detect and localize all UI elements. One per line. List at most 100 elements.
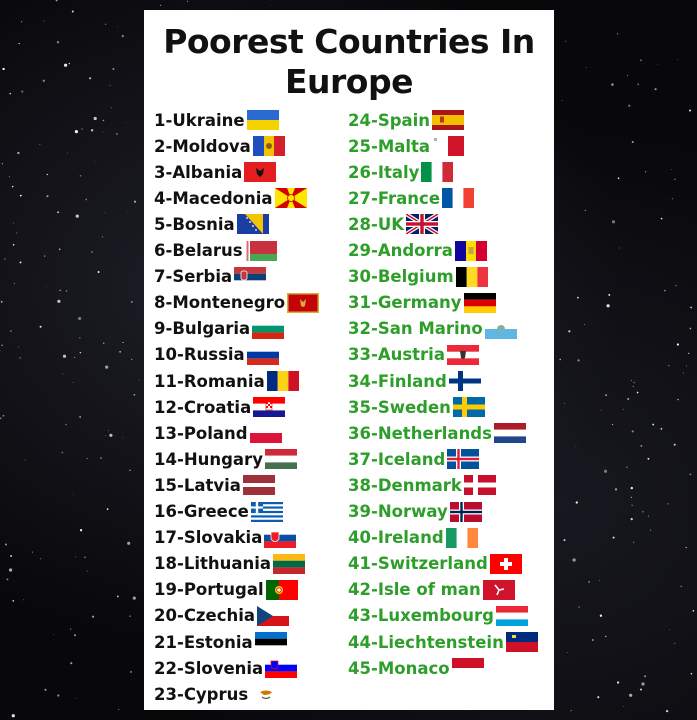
serbia-flag bbox=[234, 266, 267, 287]
list-item: 11- Romania bbox=[154, 368, 299, 394]
liechtenstein-flag bbox=[505, 632, 538, 652]
list-item: 24- Spain bbox=[348, 107, 465, 133]
country-name: Estonia bbox=[183, 632, 253, 652]
country-name: UK bbox=[377, 214, 404, 234]
list-item: 36- Netherlands bbox=[348, 420, 526, 446]
rank-number: 43- bbox=[348, 606, 378, 626]
france-flag bbox=[442, 188, 475, 209]
russia-flag bbox=[246, 344, 279, 365]
iceland-flag bbox=[447, 449, 480, 470]
list-item: 34- Finland bbox=[348, 368, 481, 394]
list-item: 2- Moldova bbox=[154, 133, 285, 159]
list-item: 42- Isle of man bbox=[348, 577, 515, 603]
rank-number: 8- bbox=[154, 293, 173, 313]
country-name: Bosnia bbox=[172, 214, 235, 234]
czechia-flag bbox=[257, 605, 290, 626]
country-name: Isle of man bbox=[377, 580, 481, 600]
rank-number: 21- bbox=[154, 632, 184, 652]
austria-flag bbox=[446, 344, 479, 365]
list-item: 27- France bbox=[348, 185, 475, 211]
country-name: Croatia bbox=[183, 397, 252, 417]
rank-number: 44- bbox=[348, 632, 378, 652]
portugal-flag bbox=[265, 579, 298, 600]
country-name: Ireland bbox=[377, 528, 444, 548]
list-item: 13- Poland bbox=[154, 420, 282, 446]
country-name: Monaco bbox=[377, 658, 450, 678]
rank-number: 45- bbox=[348, 658, 378, 678]
list-item: 32- San Marino bbox=[348, 316, 517, 342]
country-name: Montenegro bbox=[172, 293, 286, 313]
rank-number: 10- bbox=[154, 345, 184, 365]
list-item: 28- UK bbox=[348, 211, 438, 237]
rank-number: 7- bbox=[154, 267, 173, 287]
netherlands-flag bbox=[493, 423, 526, 444]
rank-number: 22- bbox=[154, 658, 184, 678]
rank-number: 19- bbox=[154, 580, 184, 600]
country-name: Greece bbox=[183, 502, 249, 521]
list-item: 6- Belarus bbox=[154, 238, 277, 264]
ireland-flag bbox=[445, 527, 478, 548]
list-item: 1- Ukraine bbox=[154, 107, 279, 133]
list-item: 17- Slovakia bbox=[154, 525, 297, 551]
uk-flag bbox=[406, 214, 438, 235]
country-name: Netherlands bbox=[377, 423, 492, 443]
bosnia-flag bbox=[236, 214, 269, 235]
rank-number: 3- bbox=[154, 162, 173, 182]
rank-number: 37- bbox=[348, 449, 378, 469]
italy-flag bbox=[421, 162, 454, 183]
list-item: 18- Lithuania bbox=[154, 551, 306, 577]
rank-number: 35- bbox=[348, 397, 378, 417]
rank-number: 29- bbox=[348, 241, 378, 260]
croatia-flag bbox=[253, 397, 286, 418]
list-item: 4- Macedonia bbox=[154, 185, 307, 211]
sweden-flag bbox=[452, 397, 485, 418]
rank-number: 12- bbox=[154, 397, 184, 417]
rank-number: 18- bbox=[154, 554, 184, 574]
country-name: Malta bbox=[377, 136, 431, 156]
belarus-flag bbox=[244, 240, 277, 261]
country-name: Czechia bbox=[183, 606, 256, 626]
ranking-card: Poorest Countries In Europe 1- Ukraine 2-… bbox=[144, 10, 554, 710]
rank-number: 31- bbox=[348, 293, 378, 313]
list-item: 8- Montenegro bbox=[154, 290, 320, 316]
isle-of-man-flag bbox=[482, 579, 515, 600]
switzerland-flag bbox=[489, 553, 522, 574]
rank-number: 33- bbox=[348, 345, 378, 365]
country-name: Andorra bbox=[377, 241, 453, 260]
country-name: France bbox=[377, 188, 441, 208]
rank-number: 40- bbox=[348, 528, 378, 548]
list-item: 35- Sweden bbox=[348, 394, 485, 420]
rank-number: 20- bbox=[154, 606, 184, 626]
cyprus-flag bbox=[250, 684, 283, 705]
luxembourg-flag bbox=[495, 605, 528, 626]
country-name: Latvia bbox=[183, 475, 241, 495]
lithuania-flag bbox=[273, 553, 306, 574]
rank-number: 14- bbox=[154, 449, 184, 469]
country-name: Germany bbox=[377, 293, 462, 313]
list-item: 9- Bulgaria bbox=[154, 316, 285, 342]
country-name: Belgium bbox=[377, 267, 454, 287]
country-name: Liechtenstein bbox=[377, 632, 504, 652]
country-name: Ukraine bbox=[172, 110, 245, 130]
rank-number: 32- bbox=[348, 319, 378, 339]
rank-number: 4- bbox=[154, 188, 173, 208]
country-name: Macedonia bbox=[172, 188, 273, 208]
list-item: 26- Italy bbox=[348, 159, 454, 185]
rank-number: 34- bbox=[348, 371, 378, 391]
country-name: Sweden bbox=[377, 397, 451, 417]
rank-number: 25- bbox=[348, 136, 378, 156]
country-name: Hungary bbox=[183, 449, 263, 469]
rank-number: 28- bbox=[348, 214, 378, 234]
rank-number: 13- bbox=[154, 423, 184, 443]
rank-number: 5- bbox=[154, 214, 173, 234]
list-item: 7- Serbia bbox=[154, 264, 267, 290]
country-name: Belarus bbox=[172, 241, 243, 260]
country-name: Switzerland bbox=[377, 554, 488, 574]
list-item: 23- Cyprus bbox=[154, 681, 283, 707]
country-name: Romania bbox=[183, 371, 265, 391]
country-name: Cyprus bbox=[183, 684, 249, 704]
country-name: Iceland bbox=[377, 449, 446, 469]
malta-flag bbox=[432, 136, 465, 157]
rank-number: 42- bbox=[348, 580, 378, 600]
country-name: Lithuania bbox=[183, 554, 272, 574]
